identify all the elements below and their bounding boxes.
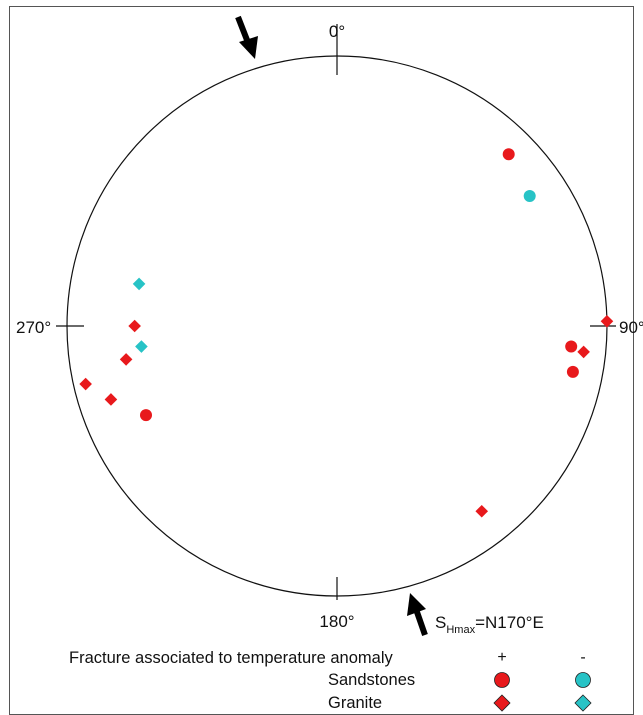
stress-label: SHmax=N170°E: [435, 613, 544, 636]
stress-label-prefix: S: [435, 613, 446, 632]
stress-label-suffix: =N170°E: [475, 613, 544, 632]
legend-granite-negative-symbol: [574, 694, 592, 712]
legend-granite-positive-symbol: [493, 694, 511, 712]
legend: Fracture associated to temperature anoma…: [69, 649, 592, 712]
fracture-poles: [79, 148, 614, 518]
legend-row-sandstones-label: Sandstones: [328, 671, 415, 689]
sandstone-pole-point: [566, 365, 579, 378]
granite-pole-point: [577, 345, 590, 359]
legend-minus-header: -: [580, 649, 585, 666]
granite-pole-point: [135, 340, 148, 353]
granite-pole-point: [600, 314, 614, 328]
legend-row-granite-label: Granite: [328, 694, 382, 712]
granite-pole-point: [119, 353, 133, 366]
figure-border: [9, 6, 634, 715]
legend-sandstones-negative-symbol: [575, 672, 591, 688]
legend-sandstones-positive-symbol: [494, 672, 510, 688]
sandstone-pole-point: [565, 340, 578, 353]
east-label: 90°: [619, 318, 643, 337]
legend-plus-header: +: [497, 649, 506, 666]
stress-label-subscript: Hmax: [446, 624, 475, 636]
west-label: 270°: [16, 318, 51, 337]
granite-pole-point: [104, 393, 118, 406]
sandstone-pole-point: [523, 190, 536, 202]
primitive-circle: [66, 55, 608, 597]
north-label: 0°: [329, 22, 345, 41]
granite-pole-point: [128, 319, 141, 333]
granite-pole-point: [475, 504, 489, 518]
stress-arrow-north-icon: [235, 15, 258, 59]
sandstone-pole-point: [140, 409, 152, 422]
legend-title: Fracture associated to temperature anoma…: [69, 649, 393, 667]
granite-pole-point: [132, 277, 146, 291]
sandstone-pole-point: [502, 148, 515, 161]
stress-arrow-south-icon: [407, 593, 428, 636]
granite-pole-point: [79, 377, 92, 391]
south-label: 180°: [319, 612, 354, 631]
